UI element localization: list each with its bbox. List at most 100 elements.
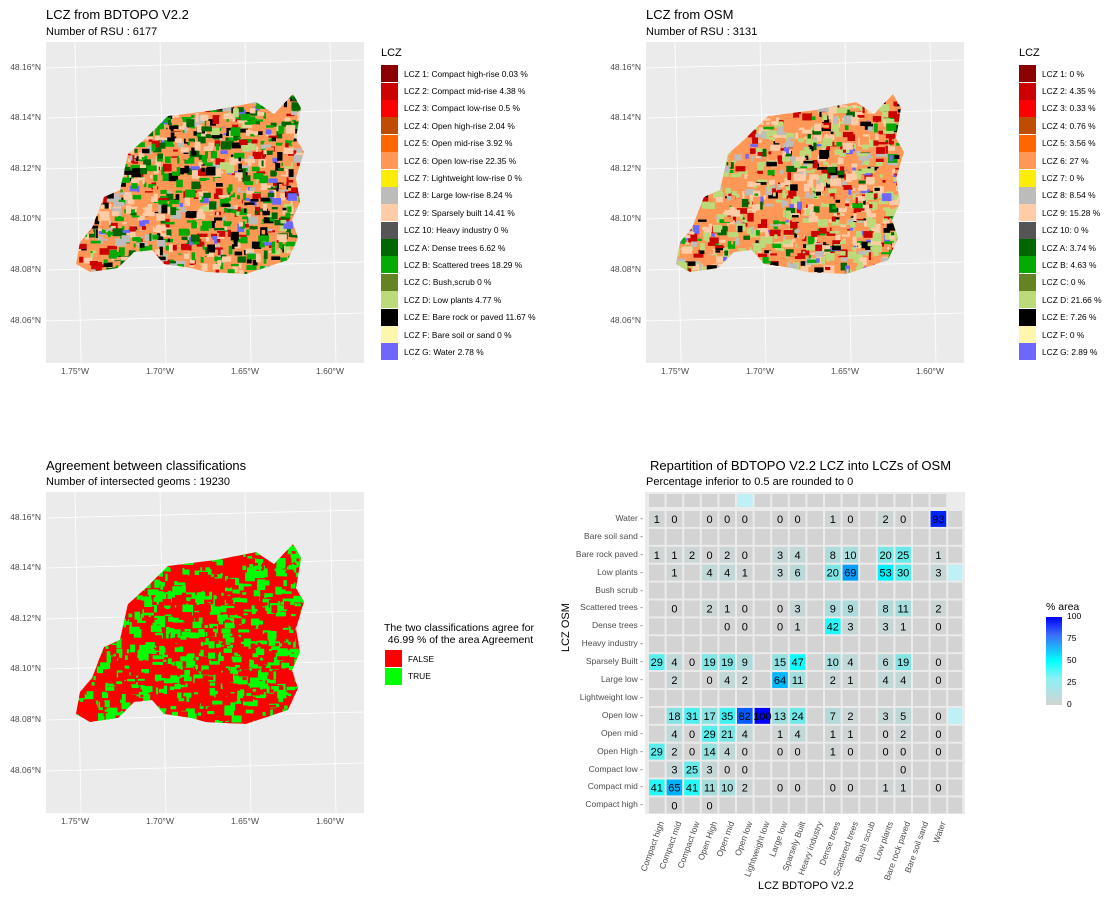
colorbar-tick: 75 [1067, 633, 1077, 643]
heatmap-value: 82 [739, 711, 751, 723]
heatmap-cell [825, 743, 841, 760]
legend-label: LCZ A: Dense trees 6.62 % [404, 242, 506, 253]
heatmap-value: 0 [883, 729, 889, 741]
heatmap-cell [842, 690, 859, 706]
heatmap-cell [772, 582, 788, 599]
map-y-tick: 48.14°N [10, 112, 41, 122]
heatmap-cell [913, 582, 929, 599]
heatmap-cell [930, 672, 947, 688]
heatmap-value: 0 [795, 514, 801, 526]
legend-swatch [381, 326, 398, 344]
heatmap-cell [701, 636, 718, 653]
map-y-tick: 48.12°N [10, 613, 41, 623]
legend-item: LCZ 2: Compact mid-rise 4.38 % [381, 82, 536, 100]
agreement-legend-item: TRUE [385, 667, 434, 685]
heatmap-cell [860, 672, 876, 688]
marginal-cell [948, 690, 963, 706]
heatmap-cell [719, 636, 735, 653]
heatmap-cell [754, 636, 771, 653]
colorbar-title: % area [1046, 601, 1080, 613]
heatmap-cell [719, 564, 735, 581]
map-y-tick: 48.16°N [10, 62, 41, 72]
heatmap-cell [807, 618, 823, 635]
colorbar-tick: 25 [1067, 677, 1077, 687]
heatmap-cell [684, 707, 700, 724]
heatmap-cell [789, 600, 806, 617]
heatmap-cell [737, 564, 753, 581]
heatmap-cell [930, 707, 947, 724]
heatmap-cell [842, 600, 859, 617]
heatmap-cell [649, 707, 665, 724]
heatmap-cell [684, 779, 700, 796]
heatmap-cell [860, 761, 876, 778]
heatmap-cell [649, 528, 665, 545]
heatmap-cell [737, 797, 753, 814]
legend-swatch [1019, 221, 1036, 239]
agreement-map [46, 492, 364, 813]
marginal-cell [948, 725, 963, 742]
heatmap-cell [754, 528, 771, 545]
heatmap-cell [719, 690, 735, 706]
heatmap-cell [666, 672, 683, 688]
heatmap-cell [913, 743, 929, 760]
heatmap-cell [825, 564, 841, 581]
heatmap-cell [789, 564, 806, 581]
heatmap-cell [825, 690, 841, 706]
heatmap-row-label: Open mid - [600, 727, 643, 738]
heatmap-cell [737, 690, 753, 706]
legend-item: LCZ B: 4.63 % [1019, 256, 1102, 274]
heatmap-value: 1 [830, 729, 836, 741]
heatmap-cell [842, 654, 859, 671]
marginal-cell [701, 494, 718, 507]
legend-label: LCZ 1: Compact high-rise 0.03 % [404, 68, 528, 79]
heatmap-cell [807, 511, 823, 527]
heatmap-value: 0 [777, 603, 783, 615]
map-x-tick: 1.75°W [661, 366, 689, 376]
heatmap-row-label: Scattered trees - [580, 602, 643, 613]
heatmap-row-label: Bush scrub - [595, 584, 643, 595]
heatmap-value: 0 [830, 782, 836, 794]
heatmap-value: 1 [830, 747, 836, 759]
map-x-tick: 1.65°W [831, 366, 859, 376]
legend-swatch [381, 204, 398, 222]
heatmap-cell [930, 761, 947, 778]
heatmap-cell [754, 707, 771, 724]
legend-item: LCZ C: 0 % [1019, 273, 1102, 291]
agreement-map-subtitle: Number of intersected geoms : 19230 [46, 476, 231, 488]
heatmap-cell [895, 654, 911, 671]
legend-item: LCZ 2: 4.35 % [1019, 82, 1102, 100]
heatmap-cell [877, 779, 894, 796]
heatmap-y-axis-title: LCZ OSM [560, 603, 572, 652]
legend-item: LCZ 9: 15.28 % [1019, 204, 1102, 222]
heatmap-cell [754, 511, 771, 527]
heatmap-cell [860, 618, 876, 635]
heatmap-value: 25 [897, 550, 909, 562]
legend-label: LCZ C: Bush,scrub 0 % [404, 277, 492, 288]
heatmap-cell [930, 546, 947, 563]
heatmap-value: 9 [830, 603, 836, 615]
heatmap-value: 0 [689, 729, 695, 741]
osm-map-title: LCZ from OSM [646, 7, 734, 22]
legend-label: LCZ 3: Compact low-rise 0.5 % [404, 103, 520, 114]
marginal-cell [948, 636, 963, 653]
heatmap-value: 0 [707, 800, 713, 812]
legend-label: LCZ 5: Open mid-rise 3.92 % [404, 138, 513, 149]
heatmap-value: 8 [830, 550, 836, 562]
marginal-cell [895, 494, 911, 507]
heatmap-cell [684, 546, 700, 563]
heatmap-cell [737, 743, 753, 760]
map-y-tick: 48.08°N [610, 264, 641, 274]
legend-swatch [381, 221, 398, 239]
heatmap-cell [666, 582, 683, 599]
heatmap-value: 1 [795, 621, 801, 633]
legend-item: LCZ E: 7.26 % [1019, 308, 1102, 326]
heatmap-value: 2 [830, 675, 836, 687]
heatmap-value: 4 [742, 729, 748, 741]
heatmap-value: 14 [703, 747, 715, 759]
marginal-cell [719, 494, 735, 507]
heatmap-value: 3 [707, 765, 713, 777]
legend-label: LCZ F: 0 % [1042, 329, 1085, 340]
heatmap-cell [754, 654, 771, 671]
heatmap-cell [807, 582, 823, 599]
heatmap-cell [737, 511, 753, 527]
